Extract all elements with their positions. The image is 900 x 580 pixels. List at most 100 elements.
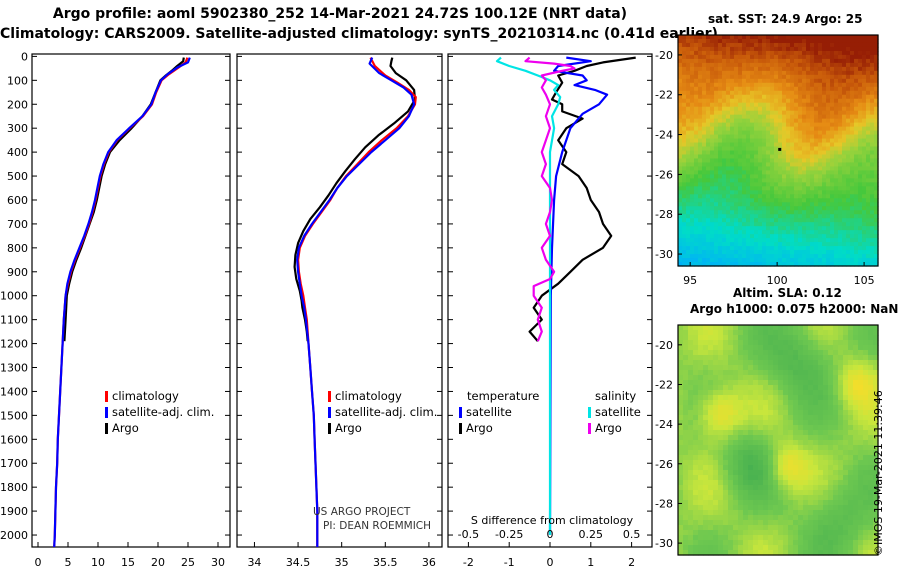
map-cell <box>838 246 843 251</box>
map-cell <box>698 118 703 124</box>
map-cell <box>790 70 795 76</box>
map-cell <box>814 238 819 243</box>
map-cell <box>808 330 814 336</box>
map-cell <box>713 490 719 496</box>
map-cell <box>866 62 871 68</box>
map-cell <box>823 400 829 406</box>
map-cell <box>843 475 849 481</box>
map-cell <box>830 126 835 132</box>
map-cell <box>818 50 823 56</box>
map-cell <box>770 166 775 172</box>
map-cell <box>870 86 875 92</box>
map-cell <box>846 74 851 80</box>
map-cell <box>754 78 759 84</box>
map-cell <box>748 350 754 356</box>
map-cell <box>742 54 747 60</box>
map-cell <box>723 545 729 551</box>
map-cell <box>728 445 734 451</box>
map-cell <box>862 210 867 215</box>
map-cell <box>850 230 855 235</box>
map-cell <box>770 158 775 164</box>
map-cell <box>866 54 871 60</box>
map-cell <box>726 150 731 156</box>
map-cell <box>758 130 763 136</box>
map-cell <box>866 246 871 251</box>
map-cell <box>783 355 789 361</box>
map-cell <box>830 110 835 116</box>
map-cell <box>814 54 819 60</box>
map-cell <box>733 490 739 496</box>
map-cell <box>678 250 683 255</box>
map-cell <box>688 390 694 396</box>
map-cell <box>718 440 724 446</box>
map-cell <box>713 545 719 551</box>
map-cell <box>838 262 843 267</box>
map-cell <box>790 202 795 207</box>
map-cell <box>818 142 823 148</box>
map-cell <box>802 70 807 76</box>
map-cell <box>798 54 803 60</box>
map-cell <box>686 86 691 92</box>
map-cell <box>838 475 844 481</box>
map-cell <box>723 510 729 516</box>
map-cell <box>828 370 834 376</box>
map-cell <box>694 198 699 203</box>
map-cell <box>806 262 811 267</box>
map-cell <box>708 435 714 441</box>
map-cell <box>823 540 829 546</box>
map-cell <box>866 38 871 44</box>
map-cell <box>678 445 684 451</box>
map-cell <box>814 94 819 100</box>
map-cell <box>778 214 783 219</box>
map-cell <box>808 505 814 511</box>
map-cell <box>858 178 863 183</box>
map-cell <box>723 420 729 426</box>
map-cell <box>763 395 769 401</box>
map-cell <box>866 262 871 267</box>
map-cell <box>786 198 791 203</box>
map-cell <box>690 86 695 92</box>
map-cell <box>762 134 767 140</box>
map-cell <box>708 470 714 476</box>
map-cell <box>748 470 754 476</box>
map-cell <box>678 520 684 526</box>
map-cell <box>806 50 811 56</box>
map-cell <box>758 234 763 239</box>
x-tick-label: 1 <box>587 556 594 569</box>
map-cell <box>743 360 749 366</box>
map-cell <box>833 360 839 366</box>
map-cell <box>866 258 871 263</box>
map-cell <box>694 66 699 72</box>
series-line-argo <box>293 57 417 342</box>
map-cell <box>838 190 843 195</box>
map-cell <box>858 345 864 351</box>
map-cell <box>698 415 704 421</box>
map-cell <box>774 82 779 88</box>
map-cell <box>722 138 727 144</box>
map-cell <box>714 178 719 183</box>
map-cell <box>790 42 795 48</box>
map-cell <box>718 470 724 476</box>
map-cell <box>748 390 754 396</box>
map-cell <box>678 395 684 401</box>
map-cell <box>738 218 743 223</box>
map-cell <box>678 242 683 247</box>
map-cell <box>683 355 689 361</box>
map-cell <box>733 520 739 526</box>
map-cell <box>810 198 815 203</box>
map-cell <box>734 250 739 255</box>
map-cell <box>754 246 759 251</box>
map-cell <box>833 335 839 341</box>
map-cell <box>818 500 824 506</box>
map-cell <box>686 46 691 52</box>
map-cell <box>778 218 783 223</box>
map-cell <box>814 234 819 239</box>
map-cell <box>742 182 747 187</box>
map-cell <box>782 214 787 219</box>
map-cell <box>726 110 731 116</box>
map-cell <box>806 190 811 195</box>
map-cell <box>838 520 844 526</box>
map-cell <box>714 210 719 215</box>
map-cell <box>822 78 827 84</box>
map-cell <box>683 435 689 441</box>
